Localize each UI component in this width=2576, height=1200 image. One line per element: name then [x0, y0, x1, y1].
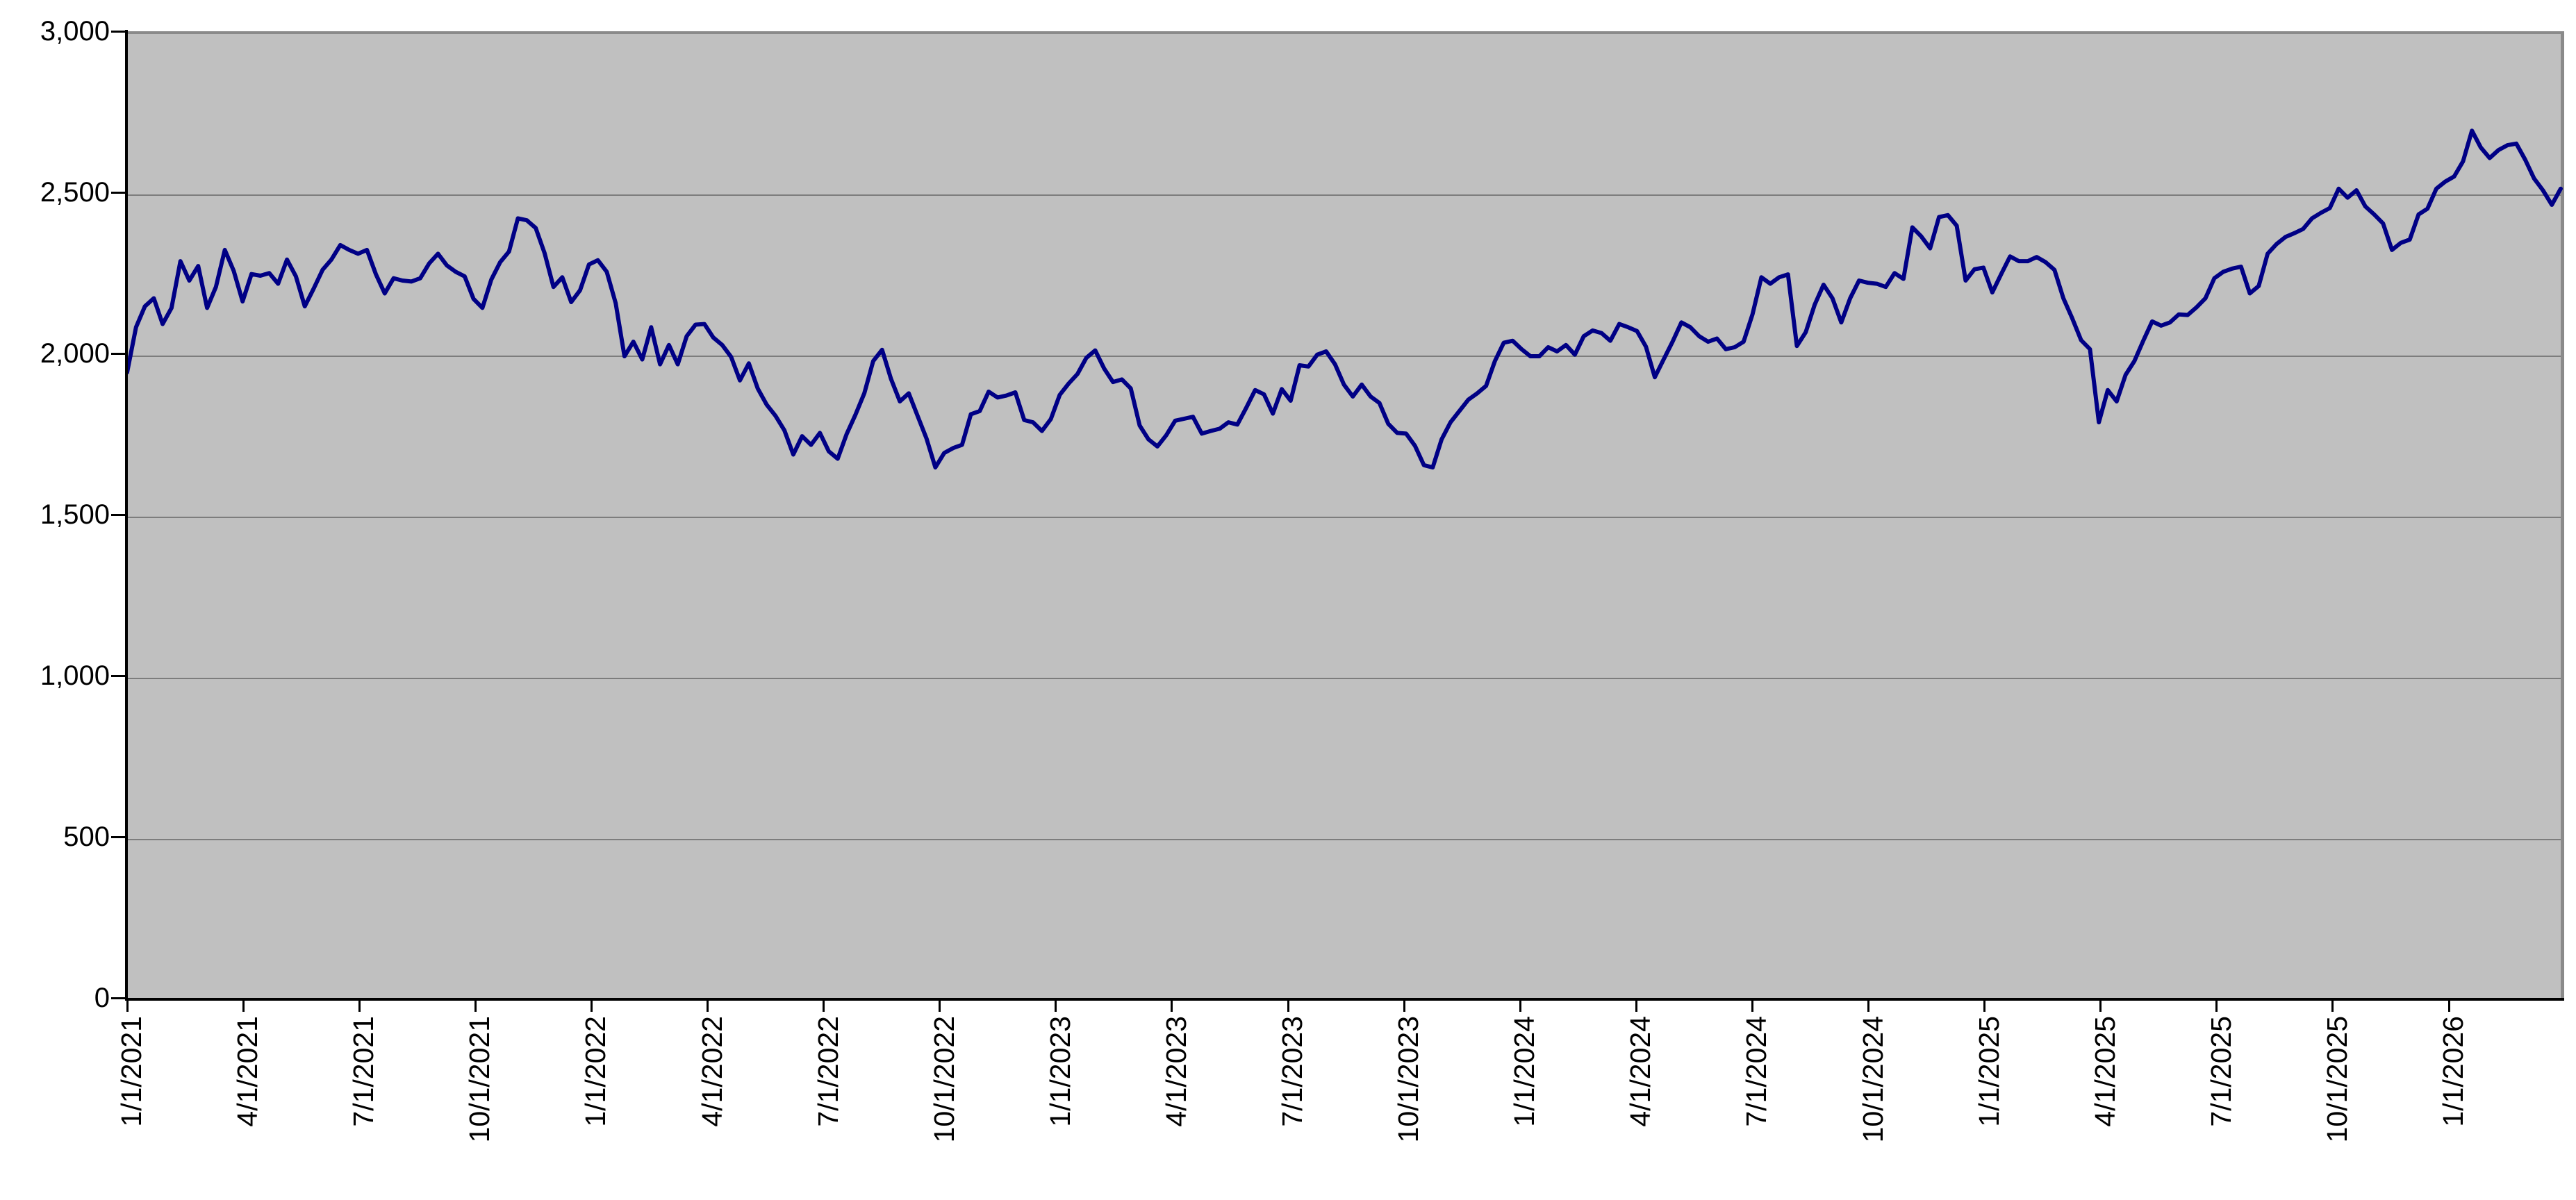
x-tick-4/1/2023 — [1171, 1001, 1173, 1012]
x-axis-line — [125, 998, 2564, 1001]
y-axis-label: 3,000 — [40, 16, 110, 47]
y-tick-0 — [111, 997, 126, 999]
y-tick-1500 — [111, 513, 126, 516]
x-tick-10/1/2021 — [474, 1001, 477, 1012]
x-tick-1/1/2022 — [590, 1001, 593, 1012]
x-tick-1/1/2021 — [126, 1001, 129, 1012]
x-tick-7/1/2025 — [2215, 1001, 2218, 1012]
y-axis-label: 2,500 — [40, 177, 110, 208]
gridline-2000 — [127, 356, 2561, 357]
x-tick-10/1/2022 — [939, 1001, 941, 1012]
x-tick-7/1/2022 — [823, 1001, 825, 1012]
plot-area — [125, 31, 2564, 1001]
y-tick-2500 — [111, 191, 126, 194]
gridline-1000 — [127, 678, 2561, 679]
x-tick-10/1/2023 — [1403, 1001, 1405, 1012]
x-tick-4/1/2025 — [2099, 1001, 2102, 1012]
x-tick-4/1/2021 — [242, 1001, 245, 1012]
x-tick-1/1/2023 — [1055, 1001, 1057, 1012]
y-axis-label: 500 — [63, 822, 110, 852]
y-axis-label: 0 — [94, 983, 110, 1013]
y-tick-500 — [111, 835, 126, 838]
y-tick-2000 — [111, 352, 126, 355]
x-tick-1/1/2025 — [1983, 1001, 1986, 1012]
gridline-1500 — [127, 517, 2561, 518]
gridline-2500 — [127, 194, 2561, 196]
gridline-500 — [127, 839, 2561, 840]
y-tick-1000 — [111, 674, 126, 677]
x-tick-4/1/2022 — [707, 1001, 709, 1012]
x-tick-1/1/2024 — [1519, 1001, 1521, 1012]
x-tick-7/1/2023 — [1287, 1001, 1289, 1012]
x-tick-7/1/2024 — [1751, 1001, 1753, 1012]
x-tick-7/1/2021 — [358, 1001, 361, 1012]
y-axis-label: 1,000 — [40, 660, 110, 691]
series-line-value — [125, 128, 2563, 470]
series-line-svg — [125, 128, 2563, 470]
y-axis-line — [125, 30, 128, 1001]
y-axis-label: 2,000 — [40, 338, 110, 369]
x-tick-10/1/2025 — [2331, 1001, 2334, 1012]
x-tick-1/1/2026 — [2447, 1001, 2450, 1012]
x-tick-4/1/2024 — [1635, 1001, 1637, 1012]
y-axis-label: 1,500 — [40, 499, 110, 530]
y-tick-3000 — [111, 30, 126, 33]
x-tick-10/1/2024 — [1867, 1001, 1869, 1012]
